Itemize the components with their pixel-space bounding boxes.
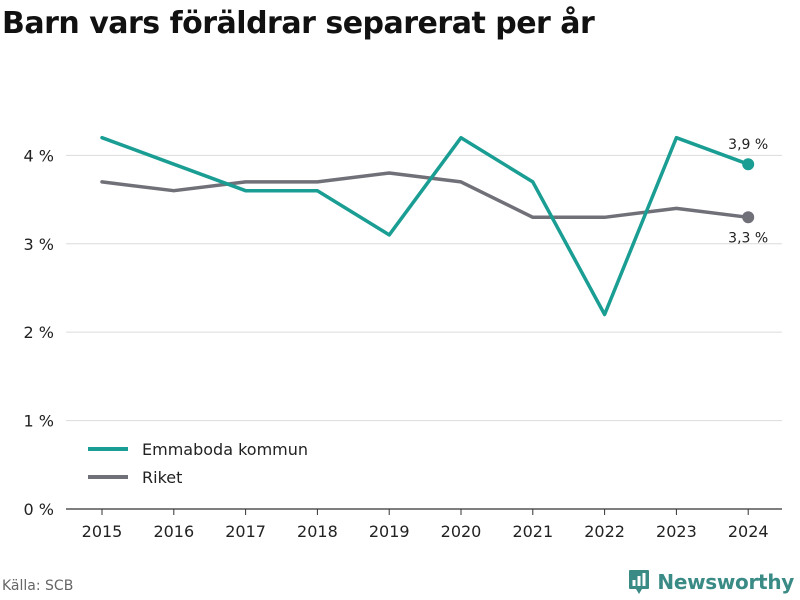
end-label-riket: 3,3 % xyxy=(728,230,768,246)
x-tick-label: 2015 xyxy=(82,522,123,541)
legend-label-riket: Riket xyxy=(142,468,182,487)
y-tick-label: 3 % xyxy=(24,235,54,254)
x-tick-label: 2018 xyxy=(297,522,338,541)
y-tick-label: 0 % xyxy=(24,500,54,519)
bar-chart-pin-icon xyxy=(629,570,650,594)
end-label-emmaboda: 3,9 % xyxy=(728,137,768,153)
brand-logo: Newsworthy xyxy=(628,569,794,595)
end-point-emmaboda xyxy=(742,158,755,171)
x-tick-label: 2017 xyxy=(225,522,266,541)
legend-label-emmaboda: Emmaboda kommun xyxy=(142,440,308,459)
series-line-emmaboda xyxy=(100,135,750,317)
x-axis: 2015 2016 2017 2018 2019 2020 2021 2022 2023 2024 xyxy=(66,508,782,541)
x-tick-label: 2016 xyxy=(153,522,194,541)
x-tick-label: 2022 xyxy=(584,522,625,541)
chart-title: Barn vars föräldrar separerat per år xyxy=(2,6,595,41)
series-lines: 3,3 % 3,9 % xyxy=(100,135,768,317)
end-point-riket xyxy=(742,211,755,224)
series-line-riket xyxy=(100,171,750,220)
x-tick-label: 2024 xyxy=(728,522,769,541)
y-axis-ticks: 0 % 1 % 2 % 3 % 4 % xyxy=(24,146,54,519)
y-tick-label: 4 % xyxy=(24,146,54,165)
x-tick-label: 2021 xyxy=(512,522,553,541)
x-tick-label: 2023 xyxy=(656,522,697,541)
x-tick-label: 2020 xyxy=(441,522,482,541)
brand-name: Newsworthy xyxy=(657,570,794,594)
legend: Emmaboda kommun Riket xyxy=(88,440,308,487)
grid-lines xyxy=(66,154,782,422)
y-tick-label: 2 % xyxy=(24,323,54,342)
source-note: Källa: SCB xyxy=(2,578,74,594)
x-tick-label: 2019 xyxy=(369,522,410,541)
y-tick-label: 1 % xyxy=(24,412,54,431)
